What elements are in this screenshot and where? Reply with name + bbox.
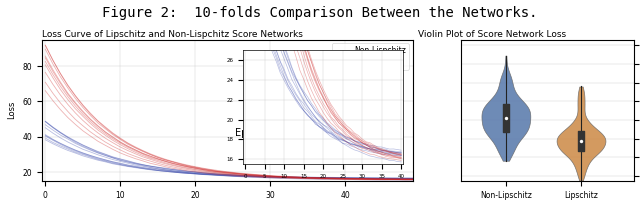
Point: [500, 117, 511, 120]
Text: Loss Curve of Lipschitz and Non-Lispchitz Score Networks: Loss Curve of Lipschitz and Non-Lispchit…: [42, 30, 303, 39]
Text: Epochs: Epochs: [235, 128, 269, 138]
Point: [576, 139, 586, 143]
Text: Figure 2:  10-folds Comparison Between the Networks.: Figure 2: 10-folds Comparison Between th…: [102, 6, 538, 20]
Text: Violin Plot of Score Network Loss: Violin Plot of Score Network Loss: [417, 30, 566, 39]
Legend: Non-Lispchitz, Lispchitz: Non-Lispchitz, Lispchitz: [332, 43, 409, 70]
Y-axis label: Loss: Loss: [8, 101, 17, 119]
